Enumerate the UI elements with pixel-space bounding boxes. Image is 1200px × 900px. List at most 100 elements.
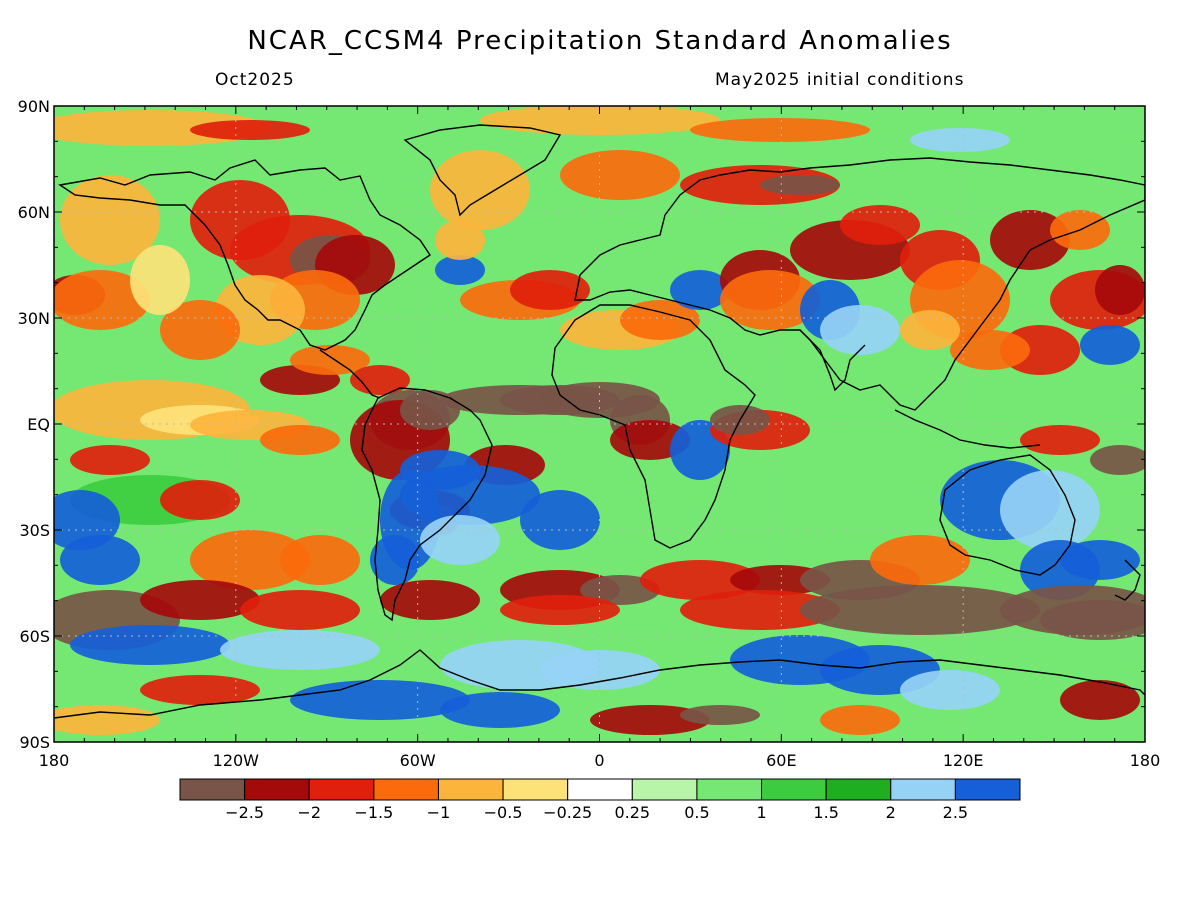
anomaly-blob bbox=[70, 445, 150, 475]
lat-label: 90S bbox=[19, 733, 50, 752]
anomaly-blob bbox=[760, 175, 840, 195]
colorbar-box bbox=[502, 778, 569, 801]
anomaly-blob bbox=[280, 535, 360, 585]
anomaly-blob bbox=[1040, 600, 1145, 640]
anomaly-blob bbox=[380, 580, 480, 620]
anomaly-blob bbox=[1020, 425, 1100, 455]
colorbar: −2.5 −2 −1.5 −1 −0.5 −0.25 0.25 0.5 1 1.5 2 2.5 bbox=[179, 778, 1021, 822]
anomaly-blob bbox=[720, 270, 820, 330]
anomaly-blob bbox=[435, 220, 485, 260]
colorbar-box bbox=[890, 778, 956, 801]
anomaly-blob bbox=[54, 270, 150, 330]
anomaly-blob bbox=[690, 118, 870, 142]
coastline-central-america bbox=[319, 349, 381, 399]
latitude-labels: 90N 60N 30N EQ 30S 60S 90S bbox=[18, 97, 50, 752]
colorbar-box bbox=[437, 778, 504, 801]
colorbar-label: 2 bbox=[886, 803, 896, 822]
colorbar-box bbox=[825, 778, 892, 801]
coastline-africa bbox=[551, 304, 756, 549]
anomaly-blobs bbox=[54, 106, 1145, 735]
init-conditions-label: May2025 initial conditions bbox=[715, 70, 965, 90]
anomaly-blob bbox=[520, 490, 600, 550]
colorbar-box bbox=[761, 778, 827, 801]
anomaly-blob bbox=[510, 270, 590, 310]
anomaly-blob bbox=[240, 590, 360, 630]
anomaly-blob bbox=[440, 692, 560, 728]
coastline-indonesia bbox=[894, 409, 1041, 449]
anomaly-blob bbox=[800, 585, 1040, 635]
colorbar-label: −0.25 bbox=[543, 803, 592, 822]
anomaly-blob bbox=[70, 625, 230, 665]
colorbar-label: 1 bbox=[756, 803, 766, 822]
anomaly-blob bbox=[435, 255, 485, 285]
colorbar-box bbox=[696, 778, 763, 801]
anomaly-blob bbox=[990, 210, 1070, 270]
colorbar-box bbox=[373, 778, 439, 801]
colorbar-label: −1 bbox=[427, 803, 451, 822]
anomaly-blob bbox=[840, 205, 920, 245]
anomaly-blob bbox=[680, 590, 840, 630]
anomaly-blob bbox=[420, 515, 500, 565]
valid-month-label: Oct2025 bbox=[215, 70, 295, 90]
lon-label: 60W bbox=[400, 751, 436, 770]
colorbar-label: 0.25 bbox=[614, 803, 650, 822]
anomaly-blob bbox=[640, 560, 760, 600]
anomaly-blob bbox=[560, 150, 680, 200]
lat-label: 30S bbox=[19, 521, 50, 540]
anomaly-blob bbox=[820, 305, 900, 355]
anomaly-blob bbox=[1095, 265, 1145, 315]
map-title: NCAR_CCSM4 Precipitation Standard Anomal… bbox=[247, 26, 953, 56]
lon-label: 180 bbox=[39, 751, 70, 770]
colorbar-label: −2 bbox=[297, 803, 321, 822]
lon-label: 0 bbox=[594, 751, 604, 770]
lon-label: 120E bbox=[943, 751, 984, 770]
colorbar-box bbox=[179, 778, 246, 801]
coastline-new-zealand bbox=[1114, 559, 1141, 601]
anomaly-blob bbox=[160, 300, 240, 360]
anomaly-blob bbox=[900, 670, 1000, 710]
lat-label: EQ bbox=[27, 415, 50, 434]
anomaly-blob bbox=[680, 705, 760, 725]
lat-label: 60N bbox=[18, 203, 50, 222]
colorbar-box bbox=[308, 778, 375, 801]
anomaly-blob bbox=[54, 490, 120, 550]
axis-ticks bbox=[53, 105, 1146, 743]
anomaly-blob bbox=[130, 245, 190, 315]
coastline-australia bbox=[939, 454, 1076, 576]
lon-label: 120W bbox=[213, 751, 260, 770]
anomaly-blob bbox=[350, 365, 410, 395]
anomaly-blob bbox=[220, 630, 380, 670]
anomaly-blob bbox=[190, 530, 310, 590]
anomaly-blob bbox=[160, 480, 240, 520]
anomaly-blob bbox=[1080, 325, 1140, 365]
lat-label: 60S bbox=[19, 627, 50, 646]
anomaly-blob bbox=[60, 535, 140, 585]
lon-label: 180 bbox=[1130, 751, 1161, 770]
gridlines bbox=[54, 106, 1145, 742]
colorbar-box bbox=[631, 778, 698, 801]
coastline-india bbox=[799, 329, 866, 392]
longitude-labels: 180 120W 60W 0 60E 120E 180 bbox=[39, 751, 1161, 770]
anomaly-blob bbox=[260, 425, 340, 455]
colorbar-label: −0.5 bbox=[484, 803, 523, 822]
anomaly-blob bbox=[620, 300, 700, 340]
colorbar-box bbox=[954, 778, 1021, 801]
colorbar-box bbox=[567, 778, 633, 801]
anomaly-blob bbox=[140, 675, 260, 705]
anomaly-blob bbox=[500, 595, 620, 625]
anomaly-blob bbox=[820, 705, 900, 735]
colorbar-label: −2.5 bbox=[225, 803, 264, 822]
anomaly-blob bbox=[1000, 470, 1100, 550]
coastline-south-america bbox=[361, 387, 493, 622]
anomaly-blob bbox=[1090, 445, 1145, 475]
coastline-antarctica bbox=[54, 649, 1145, 719]
colorbar-label: −1.5 bbox=[354, 803, 393, 822]
coastline-greenland bbox=[403, 124, 562, 217]
anomaly-blob bbox=[60, 175, 160, 265]
lat-label: 30N bbox=[18, 309, 50, 328]
anomaly-blob bbox=[54, 705, 160, 735]
anomaly-blob bbox=[540, 650, 660, 690]
colorbar-label: 0.5 bbox=[684, 803, 709, 822]
anomaly-blob bbox=[910, 128, 1010, 152]
